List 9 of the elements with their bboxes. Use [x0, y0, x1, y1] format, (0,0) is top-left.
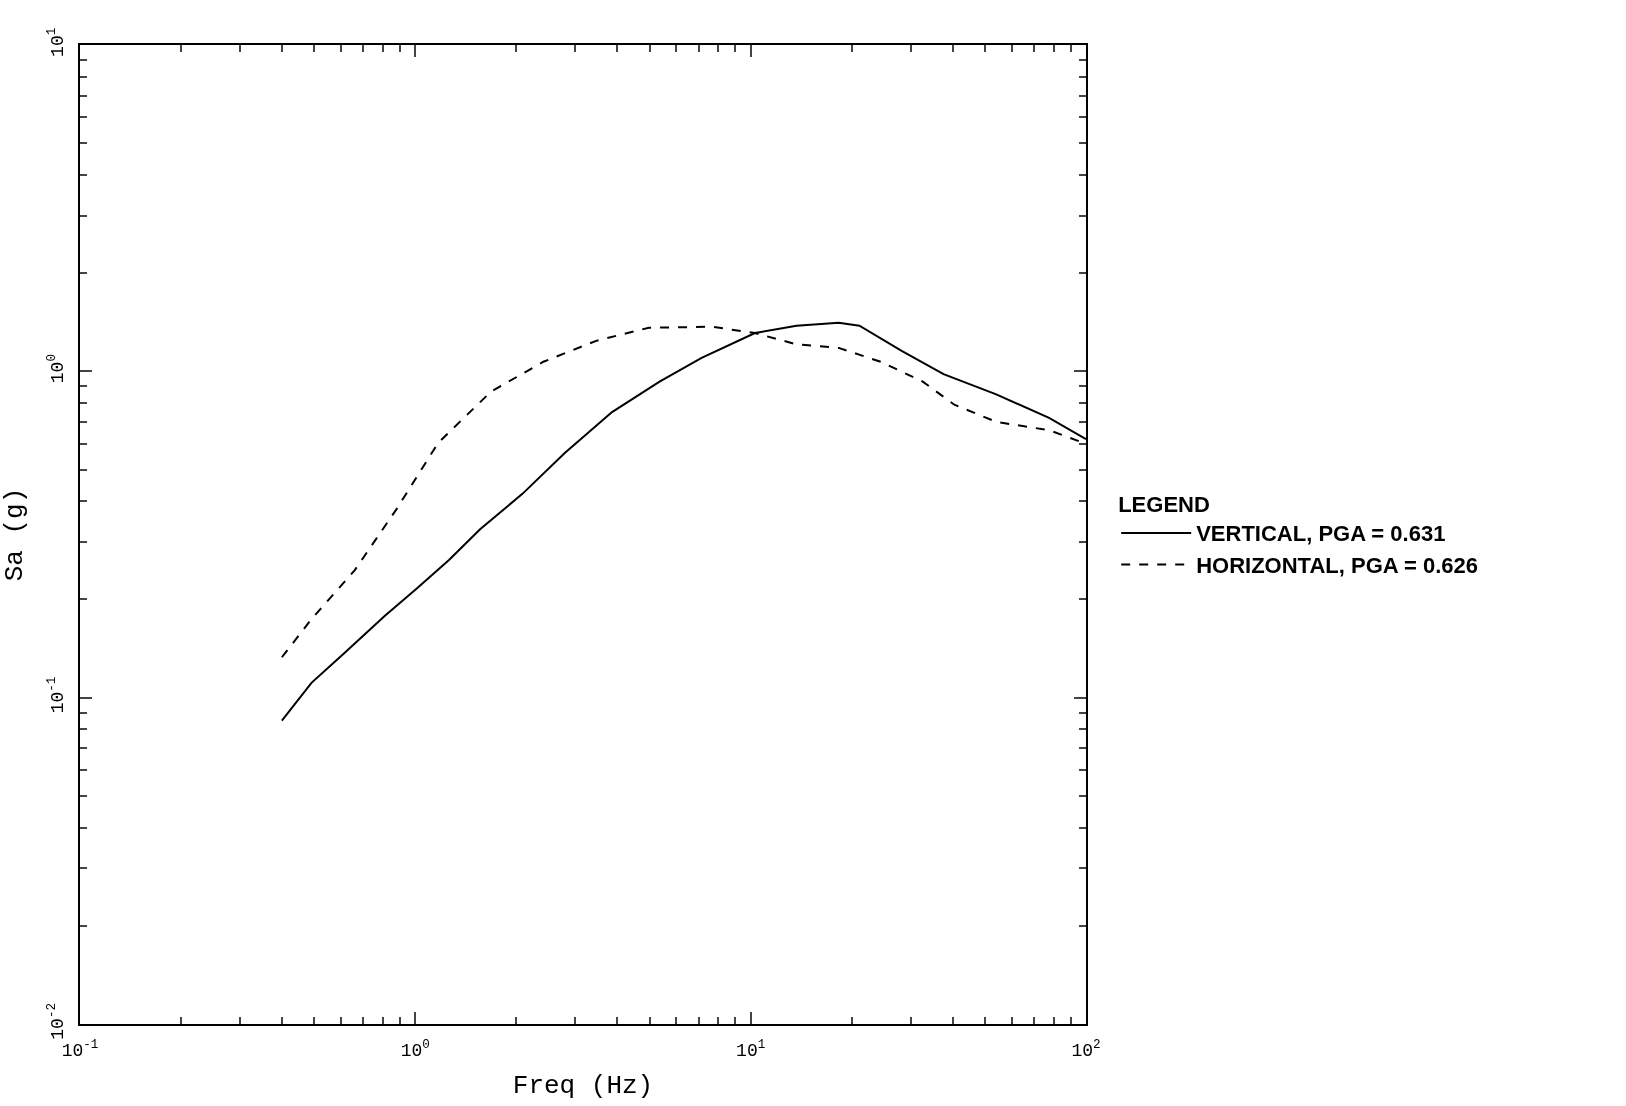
x-tick-label: 10$^{-1}$: [61, 1038, 99, 1061]
x-axis-title: Freq (Hz): [512, 1070, 654, 1101]
x-tick-label: 10$^{0}$: [400, 1038, 430, 1061]
x-tick-label: 10$^{2}$: [1071, 1038, 1101, 1061]
legend-label: VERTICAL, PGA = 0.631: [1196, 521, 1446, 547]
x-tick-label: 10$^{1}$: [736, 1038, 766, 1061]
legend-title: LEGEND: [1118, 492, 1210, 518]
legend-label: HORIZONTAL, PGA = 0.626: [1196, 553, 1478, 579]
y-axis-title: Sa (g): [0, 487, 31, 582]
